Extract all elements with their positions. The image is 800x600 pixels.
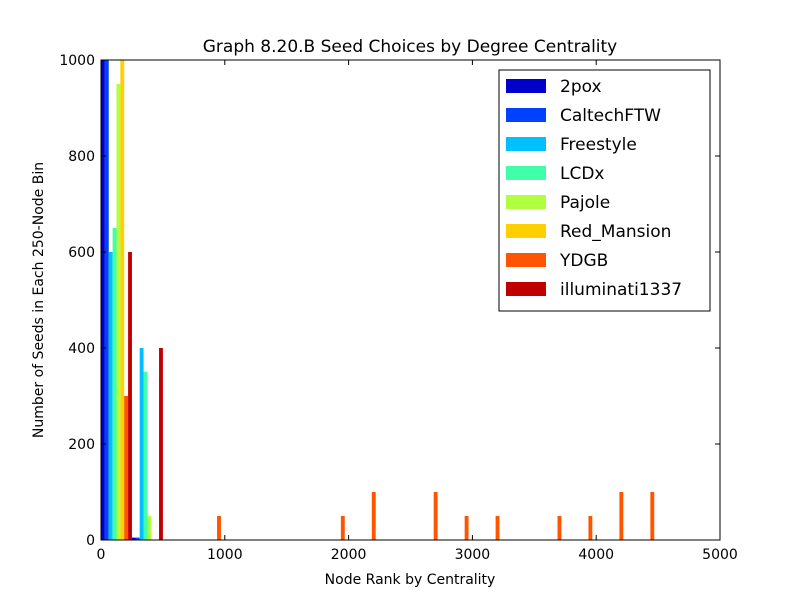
y-tick-label: 600 [68,245,95,261]
y-axis-label: Number of Seeds in Each 250-Node Bin [31,162,47,438]
legend-swatch-CaltechFTW [506,108,546,122]
bar-Red_Mansion-0 [120,60,125,540]
bar-YDGB-3500 [557,516,562,540]
chart-title: Graph 8.20.B Seed Choices by Degree Cent… [203,37,618,57]
y-tick-label: 0 [86,533,95,549]
axis-ticks: 0 1000 2000 3000 4000 5000 0 200 400 600 800 1000 [59,53,737,563]
plot-frame [100,59,721,541]
legend-label-illuminati1337: illuminati1337 [560,280,682,300]
x-tick-label: 0 [97,547,106,563]
legend-swatch-LCDx [506,166,546,180]
bar-2pox-0 [101,60,105,540]
bar-2pox-250 [131,537,136,540]
bar-Freestyle-0 [108,252,113,540]
bar-YDGB-3000 [495,516,500,540]
bar-YDGB-3750 [588,516,593,540]
bar-Pajole-0 [116,84,121,540]
legend-label-CaltechFTW: CaltechFTW [560,106,661,126]
legend-label-Freestyle: Freestyle [560,135,637,155]
legend-label-Pajole: Pajole [560,193,610,213]
bar-YDGB-4250 [650,492,655,540]
x-tick-label: 1000 [207,547,243,563]
legend-label-YDGB: YDGB [559,251,608,271]
x-tick-label: 5000 [702,547,738,563]
bar-CaltechFTW-0 [104,60,109,540]
x-tick-label: 2000 [331,547,367,563]
x-axis-label: Node Rank by Centrality [325,572,496,588]
bar-LCDx-250 [143,372,148,540]
bar-YDGB-1750 [340,516,345,540]
bar-YDGB-2000 [371,492,376,540]
plot-area [101,60,655,540]
legend-label-LCDx: LCDx [560,164,605,184]
bar-Pajole-250 [147,516,152,540]
bar-YDGB-750 [217,516,221,540]
x-tick-label: 3000 [455,547,491,563]
y-tick-label: 200 [68,437,95,453]
legend-label-2pox: 2pox [560,77,602,97]
bar-illuminati1337-250 [159,348,163,540]
legend-swatch-Red_Mansion [506,224,546,238]
y-tick-label: 1000 [59,53,95,69]
bar-CaltechFTW-250 [135,537,140,540]
legend-swatch-2pox [506,79,546,93]
legend-swatch-Freestyle [506,137,546,151]
y-tick-label: 400 [68,341,95,357]
bar-YDGB-4000 [619,492,624,540]
bar-YDGB-0 [124,396,129,540]
bar-YDGB-2500 [433,492,438,540]
legend-swatch-illuminati1337 [506,282,546,296]
y-tick-label: 800 [68,149,95,165]
bar-Freestyle-250 [139,348,144,540]
legend-label-Red_Mansion: Red_Mansion [560,222,671,242]
legend: 2pox CaltechFTW Freestyle LCDx Pajole Red_Man… [498,69,711,312]
bar-LCDx-0 [112,228,117,540]
bar-illuminati1337-0 [128,252,132,540]
bar-YDGB-2750 [464,516,469,540]
legend-swatch-YDGB [506,253,546,267]
legend-swatch-Pajole [506,195,546,209]
x-tick-label: 4000 [578,547,614,563]
